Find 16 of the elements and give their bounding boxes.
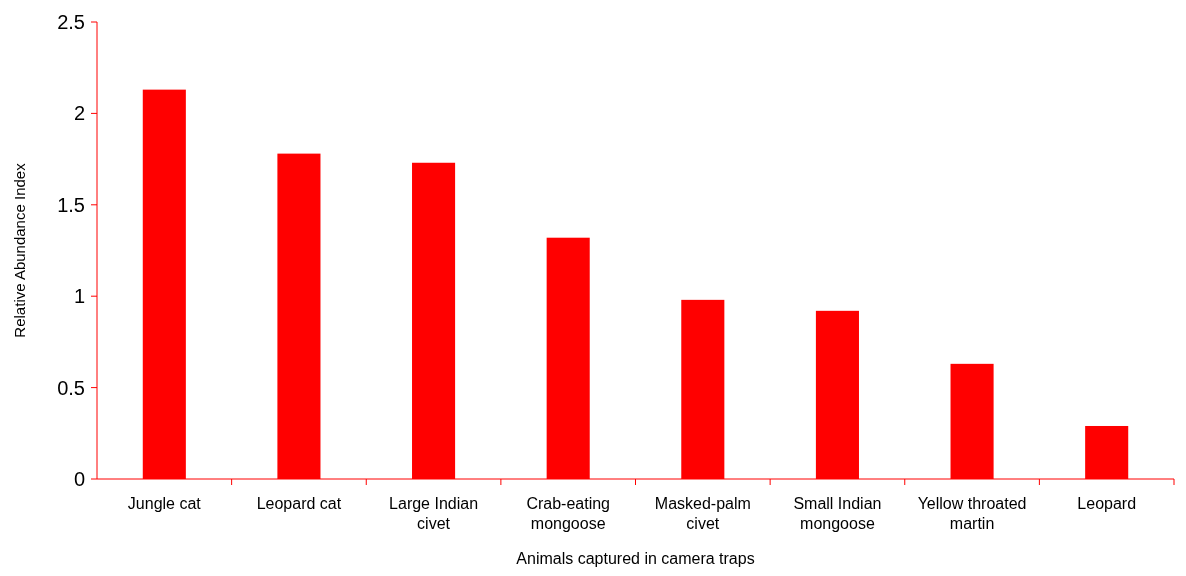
- x-tick-label: Yellow throated martin: [917, 495, 1027, 532]
- x-tick-label: Jungle cat: [127, 495, 202, 512]
- x-axis-title: Animals captured in camera traps: [516, 550, 755, 567]
- y-tick-label: 0: [73, 468, 85, 490]
- y-tick-label: 1: [73, 285, 85, 308]
- x-tick-label: Crab-eating mongoose: [526, 495, 610, 532]
- y-tick-label: 2: [73, 102, 85, 125]
- x-tick-label: Leopard: [1077, 495, 1137, 512]
- x-tick-label: Large Indian civet: [389, 495, 479, 532]
- x-tick-label: Leopard cat: [256, 495, 342, 512]
- x-tick-label: Small Indian mongoose: [793, 495, 882, 532]
- x-tick-label: Masked-palm civet: [654, 495, 751, 532]
- y-tick-label: 0.5: [57, 376, 85, 399]
- y-tick-label: 2.5: [57, 11, 85, 33]
- y-axis-title: Relative Abundance Index: [11, 162, 28, 338]
- y-tick-label: 1.5: [57, 193, 85, 216]
